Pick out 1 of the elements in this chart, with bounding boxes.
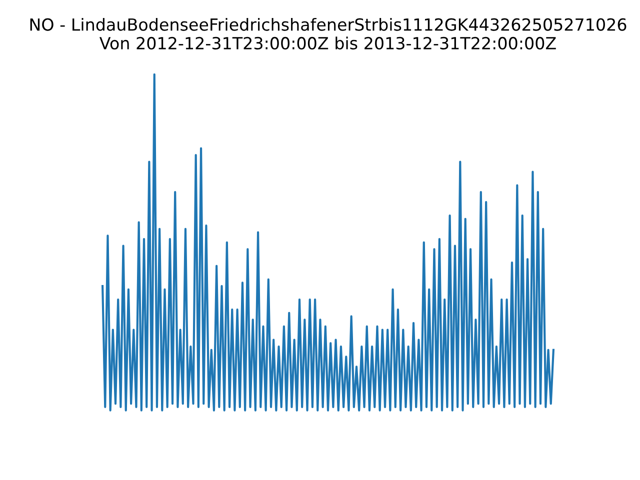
chart-title: NO - LindauBodenseeFriedrichshafenerStrbis1112GK443262505271026 Von 2012-12-31T23:00:00Z bis 2013-12-31T22:00:00Z [30, 18, 626, 50]
